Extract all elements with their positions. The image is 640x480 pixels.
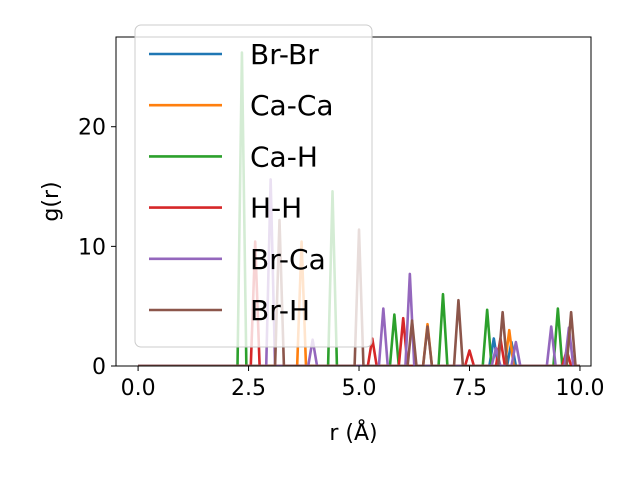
y-tick-label: 10	[78, 235, 106, 260]
legend: Br-Br Ca-Ca Ca-H H-H Br-Ca Br-H	[134, 24, 373, 348]
y-axis-label: g(r)	[39, 181, 64, 221]
x-tick-label: 0.0	[121, 376, 156, 401]
legend-label: Ca-H	[250, 140, 318, 173]
series-line-br-h	[138, 218, 580, 366]
legend-label: Br-H	[250, 294, 310, 327]
ticks-layer: 0.0 2.5 5.0 7.5 10.0 0 10 20	[78, 116, 604, 401]
legend-label: Br-Br	[250, 38, 319, 71]
x-tick-label: 5.0	[342, 376, 377, 401]
legend-label: Br-Ca	[250, 243, 326, 276]
x-axis-label: r (Å)	[329, 419, 377, 446]
legend-label: Ca-Ca	[250, 89, 334, 122]
y-tick-label: 0	[92, 355, 106, 380]
x-tick-label: 7.5	[452, 376, 487, 401]
y-tick-label: 20	[78, 116, 106, 141]
series-line-br-ca	[138, 178, 580, 366]
x-tick-label: 10.0	[555, 376, 604, 401]
legend-label: H-H	[250, 192, 302, 225]
x-tick-label: 2.5	[231, 376, 266, 401]
